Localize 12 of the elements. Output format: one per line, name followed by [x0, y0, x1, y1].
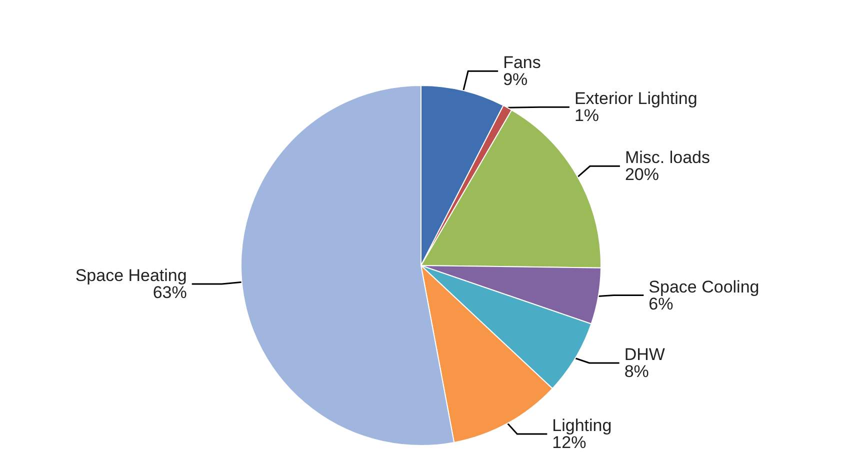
data-label: 1%	[574, 106, 600, 126]
data-label: 9%	[503, 70, 528, 90]
slice-label: Lighting	[552, 416, 612, 435]
data-label: 8%	[624, 362, 649, 381]
slice-label: DHW	[624, 344, 665, 364]
data-label: 12%	[552, 433, 586, 452]
slice-label: Fans	[503, 53, 541, 72]
slice-label: Space Heating	[75, 266, 187, 285]
slice-label: Exterior Lighting	[574, 89, 698, 108]
data-label: 20%	[624, 165, 659, 184]
slice-label: Misc. loads	[624, 148, 710, 168]
slice-label: Space Cooling	[648, 277, 760, 296]
